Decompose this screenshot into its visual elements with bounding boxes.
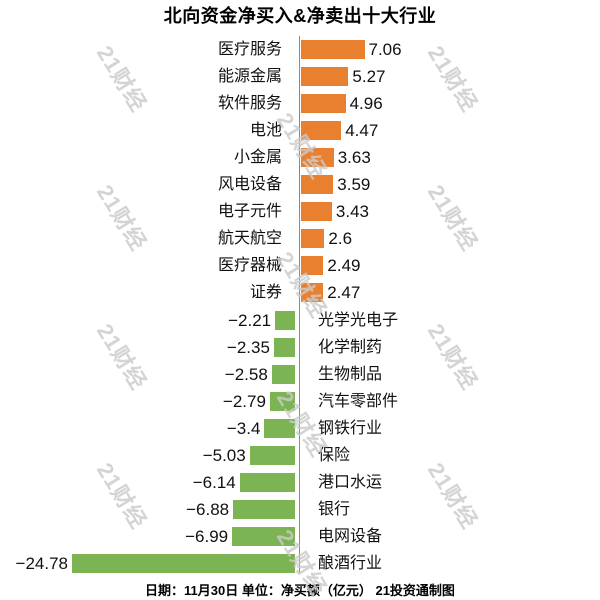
category-label: 光学光电子 — [318, 312, 399, 329]
value-label: 4.47 — [345, 121, 379, 140]
value-label: −2.58 — [224, 365, 268, 384]
value-label: −2.21 — [228, 311, 272, 330]
value-label: 2.47 — [327, 283, 361, 302]
category-label: 医疗服务 — [217, 41, 282, 58]
bar-positive — [301, 256, 324, 275]
value-label: −6.14 — [192, 473, 236, 492]
category-label: 风电设备 — [217, 176, 282, 193]
watermark-text: 21财经 — [91, 458, 152, 534]
category-label: 医疗器械 — [217, 257, 282, 274]
bar-negative — [275, 311, 295, 330]
value-label: 3.63 — [337, 148, 371, 167]
value-label: 2.49 — [327, 256, 361, 275]
category-label: 酿酒行业 — [318, 555, 383, 572]
bar-positive — [301, 202, 332, 221]
watermark-text: 21财经 — [91, 41, 152, 117]
watermark-text: 21财经 — [422, 41, 483, 117]
value-label: −6.88 — [186, 500, 230, 519]
value-label: 5.27 — [352, 67, 386, 86]
category-label: 生物制品 — [318, 366, 383, 383]
category-label: 小金属 — [233, 149, 282, 166]
watermark-text: 21财经 — [422, 319, 483, 395]
value-label: −6.99 — [185, 527, 229, 546]
bar-negative — [72, 554, 295, 573]
bar-negative — [232, 527, 295, 546]
category-label: 证券 — [249, 284, 282, 301]
category-label: 保险 — [318, 447, 351, 464]
watermark-text: 21财经 — [422, 180, 483, 256]
bar-positive — [301, 40, 365, 59]
category-label: 钢铁行业 — [318, 420, 383, 437]
zero-axis-line — [299, 36, 300, 573]
category-label: 电子元件 — [217, 203, 282, 220]
bar-positive — [301, 283, 324, 302]
bar-positive — [301, 175, 334, 194]
category-label: 能源金属 — [217, 68, 282, 85]
bar-positive — [301, 148, 334, 167]
bar-negative — [273, 338, 296, 357]
watermark-text: 21财经 — [91, 319, 152, 395]
category-label: 港口水运 — [318, 474, 383, 491]
bar-negative — [239, 473, 295, 492]
category-label: 电池 — [249, 122, 282, 139]
category-label: 银行 — [318, 501, 351, 518]
category-label: 化学制药 — [318, 339, 383, 356]
value-label: 7.06 — [368, 40, 402, 59]
bar-positive — [301, 229, 325, 248]
bar-positive — [301, 121, 342, 140]
category-label: 汽车零部件 — [318, 393, 399, 410]
bar-negative — [269, 392, 295, 411]
category-label: 电网设备 — [318, 528, 383, 545]
value-label: 4.96 — [349, 94, 383, 113]
bar-negative — [249, 446, 295, 465]
value-label: −5.03 — [202, 446, 246, 465]
category-label: 航天航空 — [217, 230, 282, 247]
value-label: 3.43 — [335, 202, 369, 221]
watermark-text: 21财经 — [422, 458, 483, 534]
value-label: −3.4 — [226, 419, 261, 438]
category-label: 软件服务 — [217, 95, 282, 112]
value-label: −24.78 — [15, 554, 68, 573]
watermark-text: 21财经 — [271, 108, 332, 184]
value-label: −2.35 — [226, 338, 270, 357]
value-label: −2.79 — [222, 392, 266, 411]
bar-positive — [301, 94, 346, 113]
bar-negative — [271, 365, 295, 384]
bar-negative — [264, 419, 295, 438]
bar-positive — [301, 67, 349, 86]
chart-title: 北向资金净买入&净卖出十大行业 — [163, 6, 437, 26]
watermark-text: 21财经 — [91, 180, 152, 256]
value-label: 3.59 — [337, 175, 371, 194]
chart-caption: 日期：11月30日 单位：净买额（亿元） 21投资通制图 — [145, 583, 455, 598]
value-label: 2.6 — [328, 229, 353, 248]
bar-negative — [233, 500, 295, 519]
